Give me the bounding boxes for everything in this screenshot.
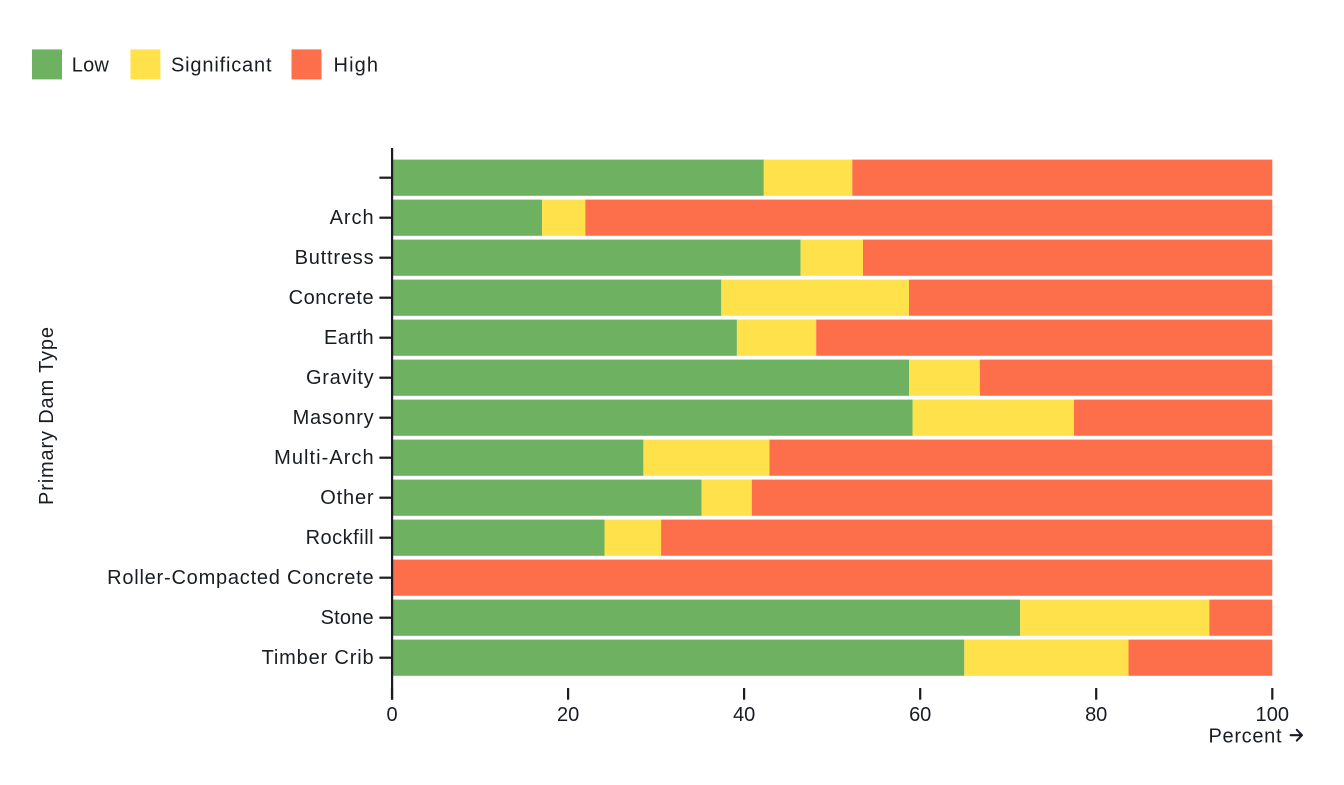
svg-text:100: 100 bbox=[1256, 704, 1290, 726]
svg-text:Masonry: Masonry bbox=[293, 407, 374, 429]
svg-text:Earth: Earth bbox=[324, 327, 374, 349]
svg-text:Timber Crib: Timber Crib bbox=[262, 647, 374, 669]
svg-text:Concrete: Concrete bbox=[289, 287, 374, 309]
svg-text:Gravity: Gravity bbox=[306, 367, 374, 389]
svg-text:60: 60 bbox=[909, 704, 931, 726]
svg-text:Primary Dam Type: Primary Dam Type bbox=[36, 327, 58, 505]
svg-text:Stone: Stone bbox=[321, 607, 374, 629]
svg-text:Buttress: Buttress bbox=[295, 247, 374, 269]
svg-text:40: 40 bbox=[733, 704, 755, 726]
svg-text:80: 80 bbox=[1085, 704, 1107, 726]
svg-text:Low: Low bbox=[72, 55, 110, 77]
svg-text:Other: Other bbox=[320, 487, 374, 509]
svg-text:0: 0 bbox=[386, 704, 397, 726]
svg-text:Arch: Arch bbox=[330, 207, 374, 229]
svg-text:20: 20 bbox=[557, 704, 579, 726]
svg-text:Rockfill: Rockfill bbox=[306, 527, 374, 549]
svg-text:High: High bbox=[334, 55, 379, 77]
svg-text:Significant: Significant bbox=[171, 55, 272, 77]
svg-text:Roller-Compacted Concrete: Roller-Compacted Concrete bbox=[107, 567, 373, 589]
svg-text:Percent: Percent bbox=[1209, 725, 1282, 747]
svg-text:Multi-Arch: Multi-Arch bbox=[274, 447, 374, 469]
